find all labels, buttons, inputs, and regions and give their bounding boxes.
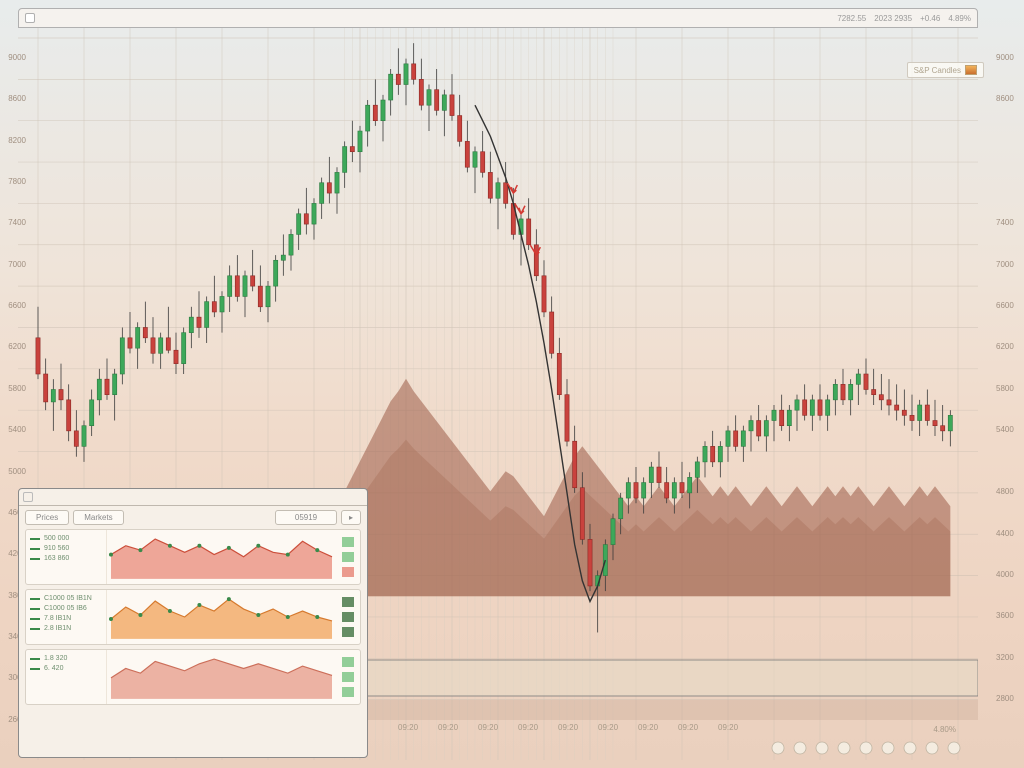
inset-panel[interactable]: 1.8 3206. 420 bbox=[25, 649, 361, 705]
titlebar-price: 7282.55 bbox=[837, 14, 866, 23]
inset-dashboard[interactable]: Prices Markets 05919 ▸ 500 000910 560163… bbox=[18, 488, 368, 758]
svg-text:4.80%: 4.80% bbox=[933, 725, 956, 734]
y-axis-right: 9000860074007000660062005800540048004400… bbox=[996, 28, 1022, 760]
chart-area[interactable]: 9000860082007800740070006600620058005400… bbox=[18, 28, 1006, 760]
legend-swatch-icon bbox=[965, 65, 977, 75]
inset-minibars bbox=[336, 530, 360, 584]
chart-legend: S&P Candles bbox=[907, 62, 984, 78]
svg-text:09:20: 09:20 bbox=[558, 723, 579, 732]
titlebar-pct: 4.89% bbox=[948, 14, 971, 23]
inset-minibars bbox=[336, 650, 360, 704]
inset-sparkline bbox=[107, 530, 336, 584]
svg-text:09:20: 09:20 bbox=[518, 723, 539, 732]
tab-play-icon[interactable]: ▸ bbox=[341, 510, 361, 525]
inset-sparkline bbox=[107, 590, 336, 644]
titlebar-date: 2023 2935 bbox=[874, 14, 912, 23]
titlebar-change: +0.46 bbox=[920, 14, 940, 23]
tab-right[interactable]: 05919 bbox=[275, 510, 337, 525]
inset-control-icon[interactable] bbox=[23, 492, 33, 502]
inset-legend: 1.8 3206. 420 bbox=[26, 650, 107, 704]
svg-text:09:20: 09:20 bbox=[598, 723, 619, 732]
inset-sparkline bbox=[107, 650, 336, 704]
window-titlebar[interactable]: 7282.55 2023 2935 +0.46 4.89% bbox=[18, 8, 978, 28]
window-control-icon[interactable] bbox=[25, 13, 35, 23]
svg-text:09:20: 09:20 bbox=[678, 723, 699, 732]
legend-label: S&P Candles bbox=[914, 66, 961, 75]
inset-titlebar[interactable] bbox=[19, 489, 367, 506]
inset-panel[interactable]: 500 000910 560163 860 bbox=[25, 529, 361, 585]
svg-text:09:20: 09:20 bbox=[398, 723, 419, 732]
inset-minibars bbox=[336, 590, 360, 644]
svg-text:09:20: 09:20 bbox=[718, 723, 739, 732]
svg-text:09:20: 09:20 bbox=[478, 723, 499, 732]
inset-panels: 500 000910 560163 860 C1000 05 IB1NC1000 … bbox=[19, 529, 367, 705]
tab-prices[interactable]: Prices bbox=[25, 510, 69, 525]
inset-legend: 500 000910 560163 860 bbox=[26, 530, 107, 584]
inset-panel[interactable]: C1000 05 IB1NC1000 05 IB67.8 IB1N2.8 IB1… bbox=[25, 589, 361, 645]
titlebar-info: 7282.55 2023 2935 +0.46 4.89% bbox=[837, 14, 971, 23]
chart-window: 7282.55 2023 2935 +0.46 4.89% 9000860082… bbox=[18, 8, 1006, 760]
inset-legend: C1000 05 IB1NC1000 05 IB67.8 IB1N2.8 IB1… bbox=[26, 590, 107, 644]
svg-text:09:20: 09:20 bbox=[638, 723, 659, 732]
svg-text:09:20: 09:20 bbox=[438, 723, 459, 732]
inset-tabs: Prices Markets 05919 ▸ bbox=[19, 506, 367, 529]
tab-markets[interactable]: Markets bbox=[73, 510, 123, 525]
